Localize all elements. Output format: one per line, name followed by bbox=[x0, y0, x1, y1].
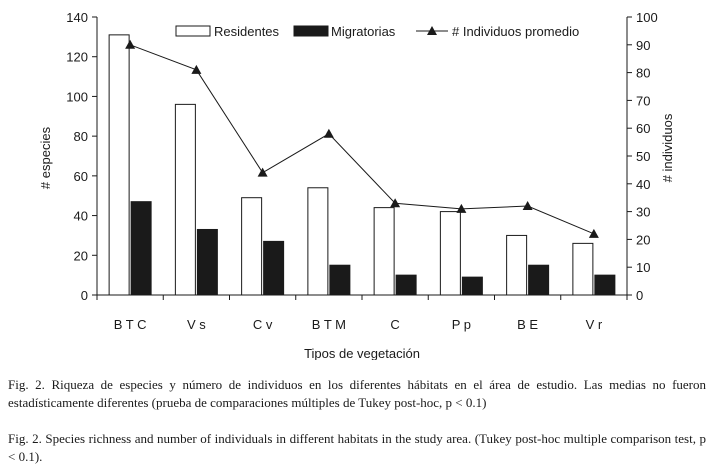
figure-caption-english: Fig. 2. Species richness and number of i… bbox=[8, 431, 706, 464]
y-tick-label-right: 40 bbox=[636, 177, 650, 192]
y-tick-label-right: 60 bbox=[636, 121, 650, 136]
marker-triangle bbox=[390, 198, 401, 208]
axes-group: 0 20 40 60 80 100 120 140 0 10 20 30 40 50 60 70 80 90 100… bbox=[66, 10, 657, 332]
legend-label-migratorias: Migratorias bbox=[331, 24, 396, 39]
legend-label-individuos: # Individuos promedio bbox=[452, 24, 579, 39]
x-tick-label: C v bbox=[253, 317, 273, 332]
bar-residentes bbox=[439, 211, 461, 296]
line-series-group bbox=[125, 39, 599, 238]
marker-triangle bbox=[191, 64, 202, 74]
x-axis-title: Tipos de vegetación bbox=[304, 346, 420, 360]
y-tick-label-left: 100 bbox=[66, 89, 88, 104]
bars-group bbox=[108, 34, 616, 296]
bar-migratorias bbox=[594, 274, 616, 296]
line-individuos bbox=[129, 44, 595, 235]
y-tick-label-right: 90 bbox=[636, 38, 650, 53]
bar-migratorias bbox=[395, 274, 417, 296]
figure-caption-spanish: Fig. 2. Riqueza de especies y número de … bbox=[8, 377, 706, 410]
bar-migratorias bbox=[263, 240, 285, 296]
y-tick-label-right: 100 bbox=[636, 10, 658, 25]
bar-migratorias bbox=[528, 264, 550, 296]
marker-triangle bbox=[323, 128, 334, 138]
y-tick-label-right: 50 bbox=[636, 149, 650, 164]
legend: Residentes Migratorias # Individuos promed… bbox=[175, 24, 579, 39]
y-axis-title-left: # especies bbox=[38, 126, 53, 189]
bar-residentes bbox=[241, 197, 263, 296]
y-tick-label-left: 20 bbox=[74, 248, 88, 263]
bar-residentes bbox=[307, 187, 329, 296]
bar-migratorias bbox=[130, 201, 152, 296]
y-tick-label-right: 0 bbox=[636, 288, 643, 303]
x-tick-label: C bbox=[390, 317, 399, 332]
marker-triangle bbox=[257, 167, 268, 177]
y-axis-title-right: # individuos bbox=[660, 113, 675, 182]
y-tick-label-left: 80 bbox=[74, 129, 88, 144]
bar-residentes bbox=[174, 103, 196, 296]
bar-residentes bbox=[373, 207, 395, 296]
bar-residentes bbox=[506, 234, 528, 296]
y-tick-label-right: 20 bbox=[636, 232, 650, 247]
y-tick-label-left: 140 bbox=[66, 10, 88, 25]
legend-swatch-migratorias bbox=[293, 25, 329, 37]
bar-residentes bbox=[572, 242, 594, 296]
x-tick-label: V r bbox=[586, 317, 603, 332]
y-tick-label-left: 40 bbox=[74, 209, 88, 224]
y-tick-label-left: 120 bbox=[66, 50, 88, 65]
legend-marker-triangle bbox=[427, 26, 437, 35]
x-tick-label: V s bbox=[187, 317, 206, 332]
bar-residentes bbox=[108, 34, 130, 296]
bar-migratorias bbox=[329, 264, 351, 296]
y-tick-label-left: 0 bbox=[81, 288, 88, 303]
bar-migratorias bbox=[196, 228, 218, 296]
legend-swatch-residentes bbox=[175, 25, 211, 37]
legend-label-residentes: Residentes bbox=[214, 24, 280, 39]
x-tick-label: B E bbox=[517, 317, 538, 332]
chart: 0 20 40 60 80 100 120 140 0 10 20 30 40 50 60 70 80 90 100… bbox=[38, 10, 675, 360]
y-tick-label-right: 70 bbox=[636, 93, 650, 108]
y-tick-label-right: 80 bbox=[636, 66, 650, 81]
x-tick-label: B T C bbox=[114, 317, 147, 332]
x-tick-label: P p bbox=[452, 317, 471, 332]
marker-triangle bbox=[125, 39, 136, 49]
y-tick-label-left: 60 bbox=[74, 169, 88, 184]
y-tick-label-right: 10 bbox=[636, 260, 650, 275]
x-tick-label: B T M bbox=[312, 317, 346, 332]
marker-triangle bbox=[456, 203, 467, 213]
marker-triangle bbox=[522, 201, 533, 211]
bar-migratorias bbox=[461, 276, 483, 296]
y-tick-label-right: 30 bbox=[636, 205, 650, 220]
marker-triangle bbox=[588, 228, 599, 238]
